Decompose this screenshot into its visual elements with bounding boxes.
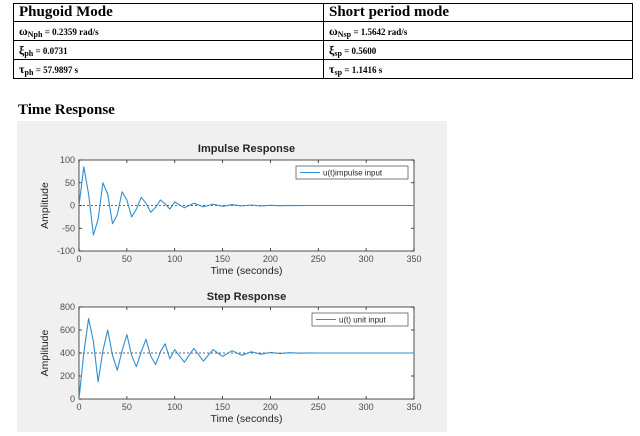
- y-tick-label: 600: [60, 325, 75, 335]
- table-row: ωNph = 0.2359 rad/s ωNsp = 1.5642 rad/s: [13, 21, 633, 41]
- table-cell: ξsp = 0.5600: [323, 40, 633, 60]
- subscript: Nsp: [337, 29, 352, 39]
- impulse-legend-label: u(t)impulse input: [323, 169, 383, 178]
- y-tick-label: -100: [57, 246, 75, 256]
- section-title: Time Response: [18, 102, 115, 118]
- x-tick-label: 150: [215, 402, 230, 412]
- omega-symbol: ω: [329, 23, 338, 38]
- response-plots: Impulse Response 0 50 100 150 200 250 300 350 -10…: [39, 143, 422, 425]
- omega-symbol: ω: [19, 23, 28, 38]
- table-cell: τsp = 1.1416 s: [323, 59, 633, 79]
- cell-value: = 1.1416 s: [342, 64, 383, 75]
- x-tick-label: 50: [122, 402, 132, 412]
- y-tick-label: 0: [70, 201, 75, 211]
- y-tick-label: 200: [60, 371, 75, 381]
- subscript: sp: [334, 67, 343, 77]
- step-ylabel: Amplitude: [39, 330, 51, 377]
- x-tick-label: 0: [76, 402, 81, 412]
- cell-value: = 0.2359 rad/s: [42, 26, 99, 37]
- x-tick-label: 350: [406, 254, 421, 264]
- x-tick-label: 0: [76, 254, 81, 264]
- y-tick-label: 400: [60, 348, 75, 358]
- tau-symbol: τ: [19, 61, 25, 76]
- x-tick-label: 300: [359, 254, 374, 264]
- x-tick-label: 50: [122, 254, 132, 264]
- y-tick-label: 50: [65, 178, 75, 188]
- table-cell: ωNsp = 1.5642 rad/s: [323, 21, 633, 41]
- y-tick-label: 0: [70, 394, 75, 404]
- table-cell: τph = 57.9897 s: [13, 59, 324, 79]
- cell-value: = 1.5642 rad/s: [351, 26, 408, 37]
- x-tick-label: 200: [263, 254, 278, 264]
- table-header-row: Phugoid Mode Short period mode: [13, 3, 633, 22]
- x-tick-label: 200: [263, 402, 278, 412]
- x-tick-label: 100: [167, 402, 182, 412]
- cell-value: = 0.5600: [341, 45, 377, 56]
- x-tick-label: 250: [311, 402, 326, 412]
- y-tick-label: -50: [62, 223, 75, 233]
- step-title: Step Response: [207, 291, 286, 303]
- impulse-legend: [295, 165, 409, 180]
- x-tick-label: 100: [167, 254, 182, 264]
- subscript: Nph: [27, 29, 43, 39]
- xi-symbol: ξ: [329, 42, 335, 57]
- impulse-series-line: [78, 166, 414, 236]
- y-tick-label: 800: [60, 302, 75, 312]
- matlab-figure: Impulse Response 0 50 100 150 200 250 300 350 -10…: [17, 121, 447, 432]
- table-cell: ξph = 0.0731: [13, 40, 324, 60]
- subscript: ph: [24, 67, 34, 77]
- tau-symbol: τ: [329, 61, 335, 76]
- x-tick-label: 250: [311, 254, 326, 264]
- y-tick-label: 100: [60, 155, 75, 165]
- cell-value: = 0.0731: [33, 45, 68, 56]
- parameter-table: Phugoid Mode Short period mode ωNph = 0.…: [13, 3, 633, 79]
- header-short-period: Short period mode: [323, 3, 633, 22]
- x-tick-label: 350: [406, 402, 421, 412]
- xi-symbol: ξ: [19, 42, 25, 57]
- table-row: ξph = 0.0731 ξsp = 0.5600: [13, 40, 633, 60]
- table-cell: ωNph = 0.2359 rad/s: [13, 21, 324, 41]
- step-xlabel: Time (seconds): [211, 413, 283, 425]
- impulse-ylabel: Amplitude: [39, 182, 51, 229]
- step-legend-label: u(t) unit input: [339, 316, 386, 325]
- cell-value: = 57.9897 s: [33, 64, 79, 75]
- x-tick-label: 150: [215, 254, 230, 264]
- impulse-xlabel: Time (seconds): [211, 265, 283, 277]
- impulse-title: Impulse Response: [198, 143, 295, 155]
- step-series-line: [78, 317, 414, 400]
- subscript: ph: [24, 48, 34, 58]
- table-row: τph = 57.9897 s τsp = 1.1416 s: [13, 59, 633, 79]
- x-tick-label: 300: [359, 402, 374, 412]
- header-phugoid: Phugoid Mode: [13, 3, 324, 22]
- step-legend: [311, 312, 409, 327]
- subscript: sp: [334, 48, 342, 58]
